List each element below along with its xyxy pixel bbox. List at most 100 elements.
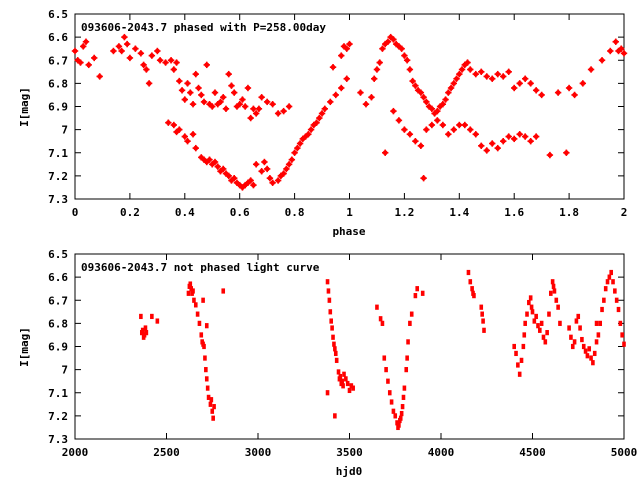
data-point <box>274 177 282 184</box>
data-point <box>399 410 404 417</box>
x-tick-label: 0.8 <box>285 206 305 219</box>
data-point <box>620 332 624 338</box>
data-point <box>288 156 296 163</box>
data-point <box>208 401 213 407</box>
data-point <box>343 45 350 52</box>
data-point <box>313 119 320 126</box>
data-point <box>77 59 84 66</box>
data-point <box>567 325 571 331</box>
x-tick-label: 0.6 <box>230 206 250 219</box>
y-tick-label: 7.2 <box>48 170 68 183</box>
data-point <box>209 397 214 403</box>
data-point <box>140 327 145 333</box>
data-point <box>571 91 578 99</box>
data-points-phased <box>71 33 628 191</box>
data-point <box>192 297 196 303</box>
data-point <box>351 385 355 391</box>
data-point <box>456 70 463 78</box>
data-point <box>481 318 485 324</box>
data-point <box>239 96 246 103</box>
data-point <box>406 131 414 138</box>
data-point <box>554 297 559 303</box>
data-point <box>371 75 378 82</box>
y-tick-label: 6.8 <box>48 77 68 90</box>
x-tick-label: 2 <box>621 206 628 219</box>
data-point <box>368 94 375 101</box>
data-point <box>611 279 615 285</box>
data-point <box>209 103 216 110</box>
data-point <box>525 311 529 317</box>
data-point <box>514 350 518 357</box>
data-point <box>579 80 587 87</box>
data-point <box>428 121 436 129</box>
data-point <box>139 313 143 320</box>
data-point <box>387 390 392 396</box>
data-point <box>334 357 339 363</box>
data-point <box>500 137 507 145</box>
data-point <box>143 325 148 331</box>
data-point <box>338 84 345 92</box>
data-point <box>178 87 186 94</box>
data-point <box>186 290 191 296</box>
data-point <box>143 66 150 73</box>
data-point <box>552 288 557 294</box>
data-point <box>403 57 411 64</box>
data-point <box>400 404 405 410</box>
data-point <box>347 387 352 394</box>
x-tick-label: 1.2 <box>394 206 414 219</box>
x-tick-label: 2000 <box>62 446 89 459</box>
data-point <box>241 103 249 110</box>
data-point <box>214 163 221 170</box>
data-point <box>220 165 227 173</box>
data-point <box>472 70 479 78</box>
data-point <box>458 66 466 73</box>
y-tick-label: 6.6 <box>48 271 68 284</box>
x-axis-label-phased: phase <box>332 225 365 238</box>
data-point <box>255 105 263 113</box>
data-point <box>181 133 188 140</box>
data-point <box>472 131 479 138</box>
data-point <box>184 137 191 145</box>
y-tick-label: 6.9 <box>48 341 68 354</box>
data-point <box>357 89 364 96</box>
data-point <box>326 288 331 294</box>
data-point <box>307 126 315 133</box>
data-point <box>596 332 601 338</box>
data-point <box>398 45 405 52</box>
data-point <box>447 84 455 92</box>
data-point <box>247 114 254 122</box>
data-point <box>538 327 542 333</box>
data-points-unphased <box>139 269 626 431</box>
data-point <box>397 422 401 428</box>
data-point <box>500 73 507 80</box>
data-point <box>155 318 160 324</box>
data-point <box>569 334 573 340</box>
x-tick-label: 1.4 <box>449 206 469 219</box>
data-point <box>204 323 209 329</box>
data-point <box>329 63 337 71</box>
data-point <box>594 339 599 345</box>
data-point <box>570 343 575 350</box>
data-point <box>327 98 334 106</box>
data-point <box>333 350 338 357</box>
data-point <box>118 47 125 55</box>
data-point <box>511 135 518 143</box>
data-point <box>332 91 339 99</box>
data-point <box>198 91 205 99</box>
data-point <box>167 57 175 64</box>
data-point <box>574 318 579 324</box>
data-point <box>583 348 588 354</box>
data-point <box>406 66 414 73</box>
data-point <box>373 66 381 73</box>
data-point <box>528 295 533 301</box>
data-point <box>417 142 425 150</box>
x-tick-label: 1.6 <box>504 206 524 219</box>
data-point <box>200 98 208 106</box>
data-point <box>184 80 191 87</box>
data-point <box>252 161 260 168</box>
y-tick-label: 6.8 <box>48 317 68 330</box>
data-point <box>523 320 527 326</box>
data-point <box>413 293 418 299</box>
data-point <box>343 75 350 82</box>
